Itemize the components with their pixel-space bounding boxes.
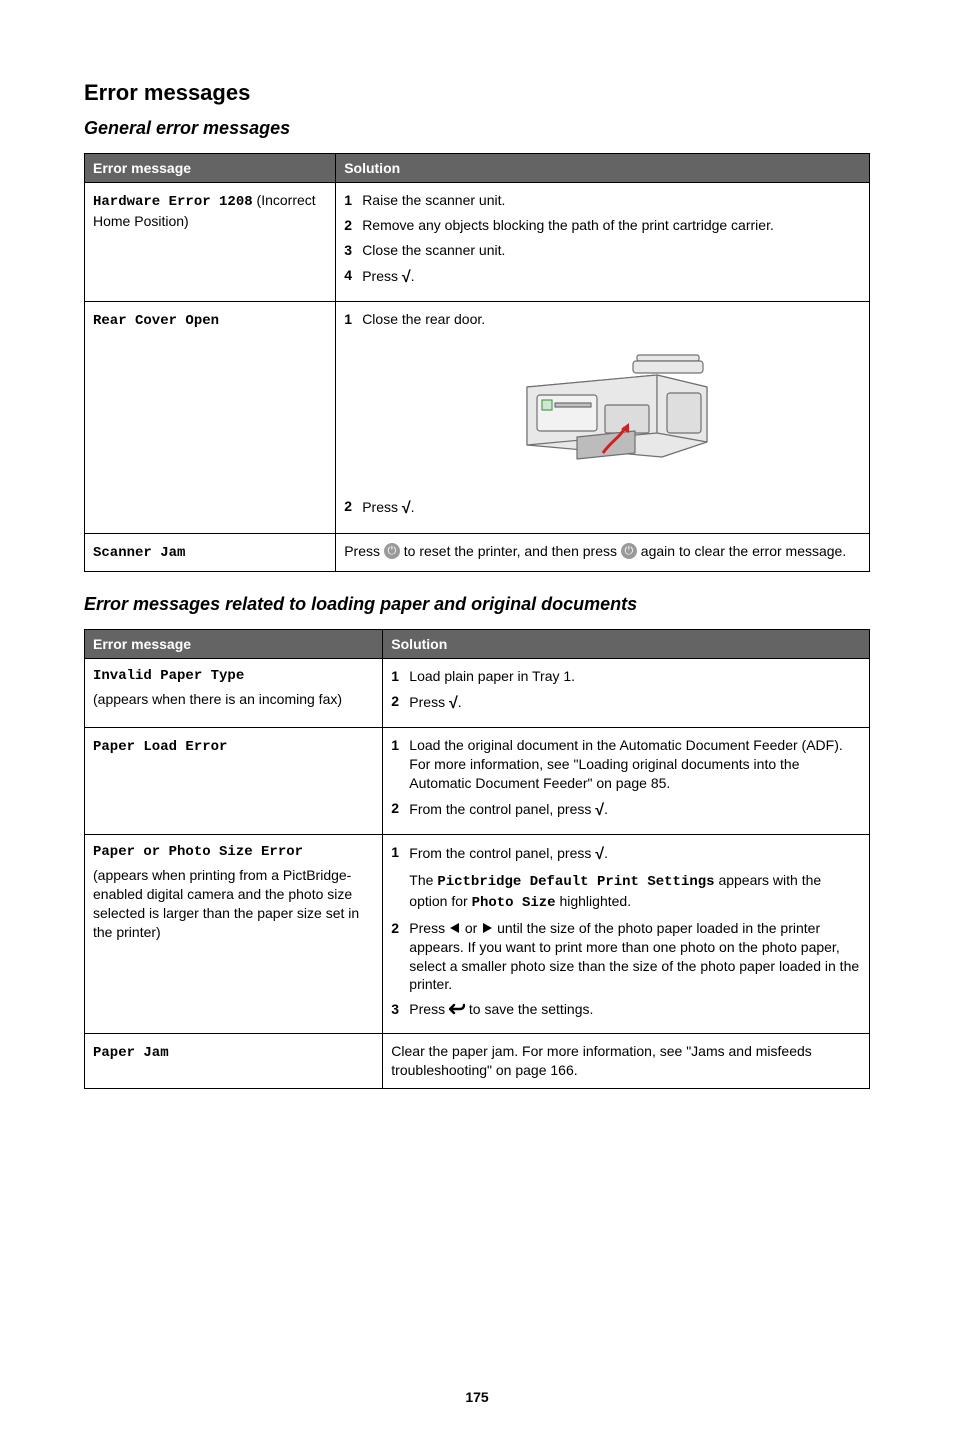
error-code: Invalid Paper Type bbox=[93, 667, 374, 686]
inline-code: Photo Size bbox=[472, 895, 556, 911]
step-text: . bbox=[458, 694, 462, 710]
error-note: (appears when there is an incoming fax) bbox=[93, 690, 374, 709]
step-text: Remove any objects blocking the path of … bbox=[362, 217, 774, 233]
error-code: Hardware Error 1208 bbox=[93, 194, 253, 210]
page-title: Error messages bbox=[84, 80, 870, 106]
col-header-error: Error message bbox=[85, 154, 336, 183]
printer-illustration bbox=[507, 337, 717, 487]
error-note: (appears when printing from a PictBridge… bbox=[93, 866, 374, 942]
col-header-solution: Solution bbox=[383, 629, 870, 658]
table-row: Paper Jam Clear the paper jam. For more … bbox=[85, 1034, 870, 1089]
col-header-solution: Solution bbox=[336, 154, 870, 183]
error-code: Paper Jam bbox=[93, 1045, 169, 1061]
right-arrow-icon bbox=[481, 922, 493, 934]
step-text: Load plain paper in Tray 1. bbox=[409, 668, 575, 684]
solution-text: again to clear the error message. bbox=[637, 543, 846, 559]
paper-errors-table: Error message Solution Invalid Paper Typ… bbox=[84, 629, 870, 1089]
solution-text: Press bbox=[344, 543, 384, 559]
solution-text: to reset the printer, and then press bbox=[400, 543, 621, 559]
step-text: . bbox=[604, 801, 608, 817]
step-text: Press bbox=[362, 499, 402, 515]
error-code: Scanner Jam bbox=[93, 545, 185, 561]
error-code: Paper Load Error bbox=[93, 739, 227, 755]
step-text: Press bbox=[409, 920, 449, 936]
check-icon: √ bbox=[402, 269, 411, 286]
step-text: . bbox=[411, 268, 415, 284]
step-text: Press bbox=[409, 694, 449, 710]
table-row: Invalid Paper Type (appears when there i… bbox=[85, 658, 870, 727]
check-icon: √ bbox=[595, 802, 604, 819]
general-errors-table: Error message Solution Hardware Error 12… bbox=[84, 153, 870, 572]
step-text: From the control panel, press bbox=[409, 845, 595, 861]
check-icon: √ bbox=[402, 500, 411, 517]
section-subtitle-general: General error messages bbox=[84, 118, 870, 139]
step-text: From the control panel, press bbox=[409, 801, 595, 817]
col-header-error: Error message bbox=[85, 629, 383, 658]
table-row: Paper Load Error 1Load the original docu… bbox=[85, 728, 870, 835]
table-row: Paper or Photo Size Error (appears when … bbox=[85, 835, 870, 1034]
table-row: Scanner Jam Press ⏻ to reset the printer… bbox=[85, 533, 870, 571]
error-code: Rear Cover Open bbox=[93, 313, 219, 329]
left-arrow-icon bbox=[449, 922, 461, 934]
step-text: Raise the scanner unit. bbox=[362, 192, 505, 208]
table-row: Hardware Error 1208 (Incorrect Home Posi… bbox=[85, 183, 870, 302]
step-text: highlighted. bbox=[556, 893, 632, 909]
solution-text: Clear the paper jam. For more informatio… bbox=[391, 1043, 811, 1078]
step-text: to save the settings. bbox=[465, 1001, 593, 1017]
step-text: Close the rear door. bbox=[362, 311, 485, 327]
step-text: . bbox=[411, 499, 415, 515]
step-text: Load the original document in the Automa… bbox=[409, 737, 842, 791]
power-icon: ⏻ bbox=[384, 543, 400, 559]
check-icon: √ bbox=[595, 846, 604, 863]
error-code: Paper or Photo Size Error bbox=[93, 843, 374, 862]
power-icon: ⏻ bbox=[621, 543, 637, 559]
table-row: Rear Cover Open 1Close the rear door. bbox=[85, 302, 870, 533]
section-subtitle-paper: Error messages related to loading paper … bbox=[84, 594, 870, 615]
step-text: Press bbox=[362, 268, 402, 284]
step-text: Press bbox=[409, 1001, 449, 1017]
check-icon: √ bbox=[449, 695, 458, 712]
page-number: 175 bbox=[84, 1389, 870, 1405]
step-text: Close the scanner unit. bbox=[362, 242, 505, 258]
step-text: The bbox=[409, 872, 437, 888]
inline-code: Pictbridge Default Print Settings bbox=[437, 874, 714, 890]
back-icon bbox=[449, 1003, 465, 1017]
step-text: . bbox=[604, 845, 608, 861]
step-text: or bbox=[461, 920, 481, 936]
